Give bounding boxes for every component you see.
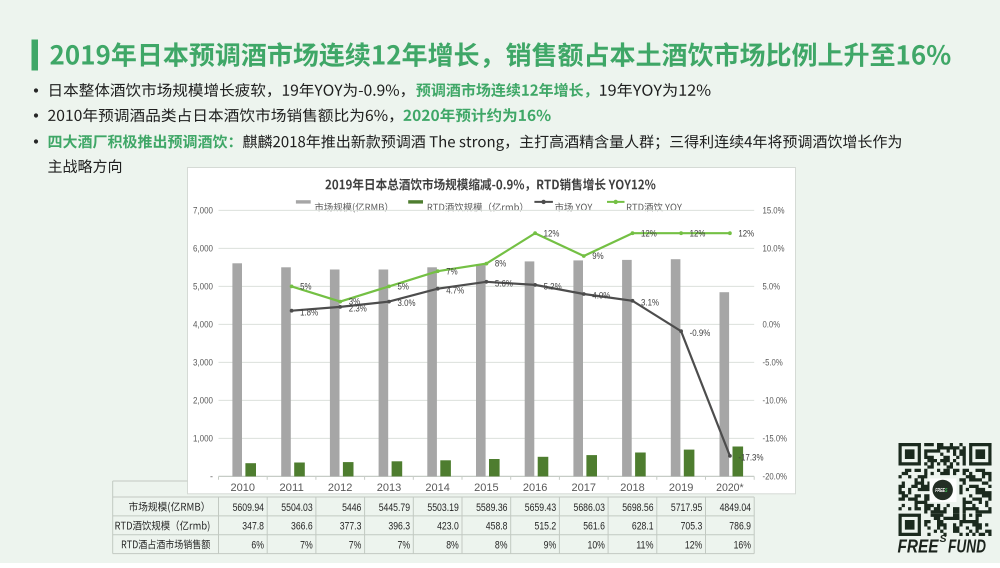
svg-text:FUND: FUND: [948, 537, 986, 557]
svg-text:-5.0%: -5.0%: [763, 358, 783, 368]
svg-text:628.1: 628.1: [632, 521, 654, 533]
svg-text:10.0%: 10.0%: [763, 244, 785, 254]
svg-text:6%: 6%: [251, 540, 264, 552]
svg-text:7%: 7%: [446, 266, 457, 276]
svg-text:5.0%: 5.0%: [763, 282, 781, 292]
svg-text:366.6: 366.6: [291, 521, 313, 533]
svg-text:7%: 7%: [349, 540, 362, 552]
svg-text:-10.0%: -10.0%: [763, 396, 788, 406]
svg-text:11%: 11%: [636, 540, 654, 552]
svg-text:12%: 12%: [685, 540, 703, 552]
svg-text:5%: 5%: [300, 282, 311, 292]
svg-text:8%: 8%: [495, 259, 506, 269]
svg-text:5.6%: 5.6%: [495, 278, 513, 288]
svg-text:2019: 2019: [669, 482, 694, 494]
svg-text:15.0%: 15.0%: [763, 206, 785, 216]
svg-text:2.3%: 2.3%: [349, 304, 367, 314]
svg-text:16%: 16%: [734, 540, 752, 552]
svg-text:4.7%: 4.7%: [446, 285, 464, 295]
svg-text:423.0: 423.0: [437, 521, 459, 533]
svg-text:786.9: 786.9: [729, 521, 751, 533]
svg-text:458.8: 458.8: [486, 521, 508, 533]
svg-text:2016: 2016: [523, 482, 548, 494]
svg-text:5445.79: 5445.79: [379, 502, 410, 514]
svg-text:-15.0%: -15.0%: [763, 434, 788, 444]
svg-text:5589.36: 5589.36: [476, 502, 507, 514]
svg-text:3.1%: 3.1%: [641, 297, 659, 307]
svg-text:5,000: 5,000: [193, 282, 213, 292]
svg-text:347.8: 347.8: [242, 521, 264, 533]
svg-text:4849.04: 4849.04: [720, 502, 751, 514]
svg-text:2015: 2015: [474, 482, 499, 494]
svg-text:7%: 7%: [300, 540, 313, 552]
svg-text:-: -: [210, 472, 213, 482]
svg-text:561.6: 561.6: [583, 521, 605, 533]
svg-text:FREE: FREE: [898, 537, 940, 557]
svg-text:-20.0%: -20.0%: [763, 472, 788, 482]
svg-text:2018: 2018: [620, 482, 645, 494]
svg-text:9%: 9%: [592, 251, 603, 261]
svg-text:1.8%: 1.8%: [300, 307, 318, 317]
svg-text:5504.03: 5504.03: [281, 502, 312, 514]
svg-text:2014: 2014: [425, 482, 450, 494]
svg-text:10%: 10%: [588, 540, 606, 552]
svg-text:12%: 12%: [641, 228, 657, 238]
svg-text:FREES: FREES: [935, 488, 947, 494]
svg-text:2011: 2011: [279, 482, 304, 494]
svg-text:5609.94: 5609.94: [233, 502, 264, 514]
svg-text:5659.43: 5659.43: [525, 502, 556, 514]
svg-text:2013: 2013: [377, 482, 402, 494]
svg-text:7,000: 7,000: [193, 206, 213, 216]
svg-text:5.2%: 5.2%: [544, 282, 562, 292]
svg-text:1,000: 1,000: [193, 434, 213, 444]
svg-text:5%: 5%: [398, 282, 409, 292]
svg-text:8%: 8%: [446, 540, 459, 552]
svg-text:2,000: 2,000: [193, 396, 213, 406]
svg-text:0.0%: 0.0%: [763, 320, 781, 330]
svg-text:-17.3%: -17.3%: [738, 453, 763, 463]
svg-text:12%: 12%: [738, 228, 754, 238]
svg-text:5698.56: 5698.56: [622, 502, 653, 514]
svg-text:6,000: 6,000: [193, 244, 213, 254]
svg-text:12%: 12%: [690, 228, 706, 238]
svg-text:2020*: 2020*: [716, 482, 744, 494]
svg-text:396.3: 396.3: [388, 521, 410, 533]
svg-text:4.0%: 4.0%: [592, 291, 610, 301]
svg-text:12%: 12%: [544, 228, 560, 238]
svg-text:3,000: 3,000: [193, 358, 213, 368]
svg-text:7%: 7%: [398, 540, 411, 552]
svg-text:2012: 2012: [328, 482, 353, 494]
svg-text:5686.03: 5686.03: [574, 502, 605, 514]
svg-text:377.3: 377.3: [340, 521, 362, 533]
svg-text:2017: 2017: [572, 482, 597, 494]
svg-text:5503.19: 5503.19: [427, 502, 458, 514]
svg-text:5446: 5446: [342, 502, 361, 514]
svg-text:705.3: 705.3: [681, 521, 703, 533]
svg-text:-0.9%: -0.9%: [690, 328, 711, 338]
svg-text:9%: 9%: [544, 540, 557, 552]
svg-text:8%: 8%: [495, 540, 508, 552]
svg-text:3.0%: 3.0%: [398, 298, 416, 308]
svg-text:5717.95: 5717.95: [671, 502, 702, 514]
svg-text:3%: 3%: [349, 297, 360, 307]
svg-text:4,000: 4,000: [193, 320, 213, 330]
svg-text:515.2: 515.2: [535, 521, 557, 533]
svg-text:S: S: [940, 533, 947, 545]
svg-text:2010: 2010: [231, 482, 256, 494]
